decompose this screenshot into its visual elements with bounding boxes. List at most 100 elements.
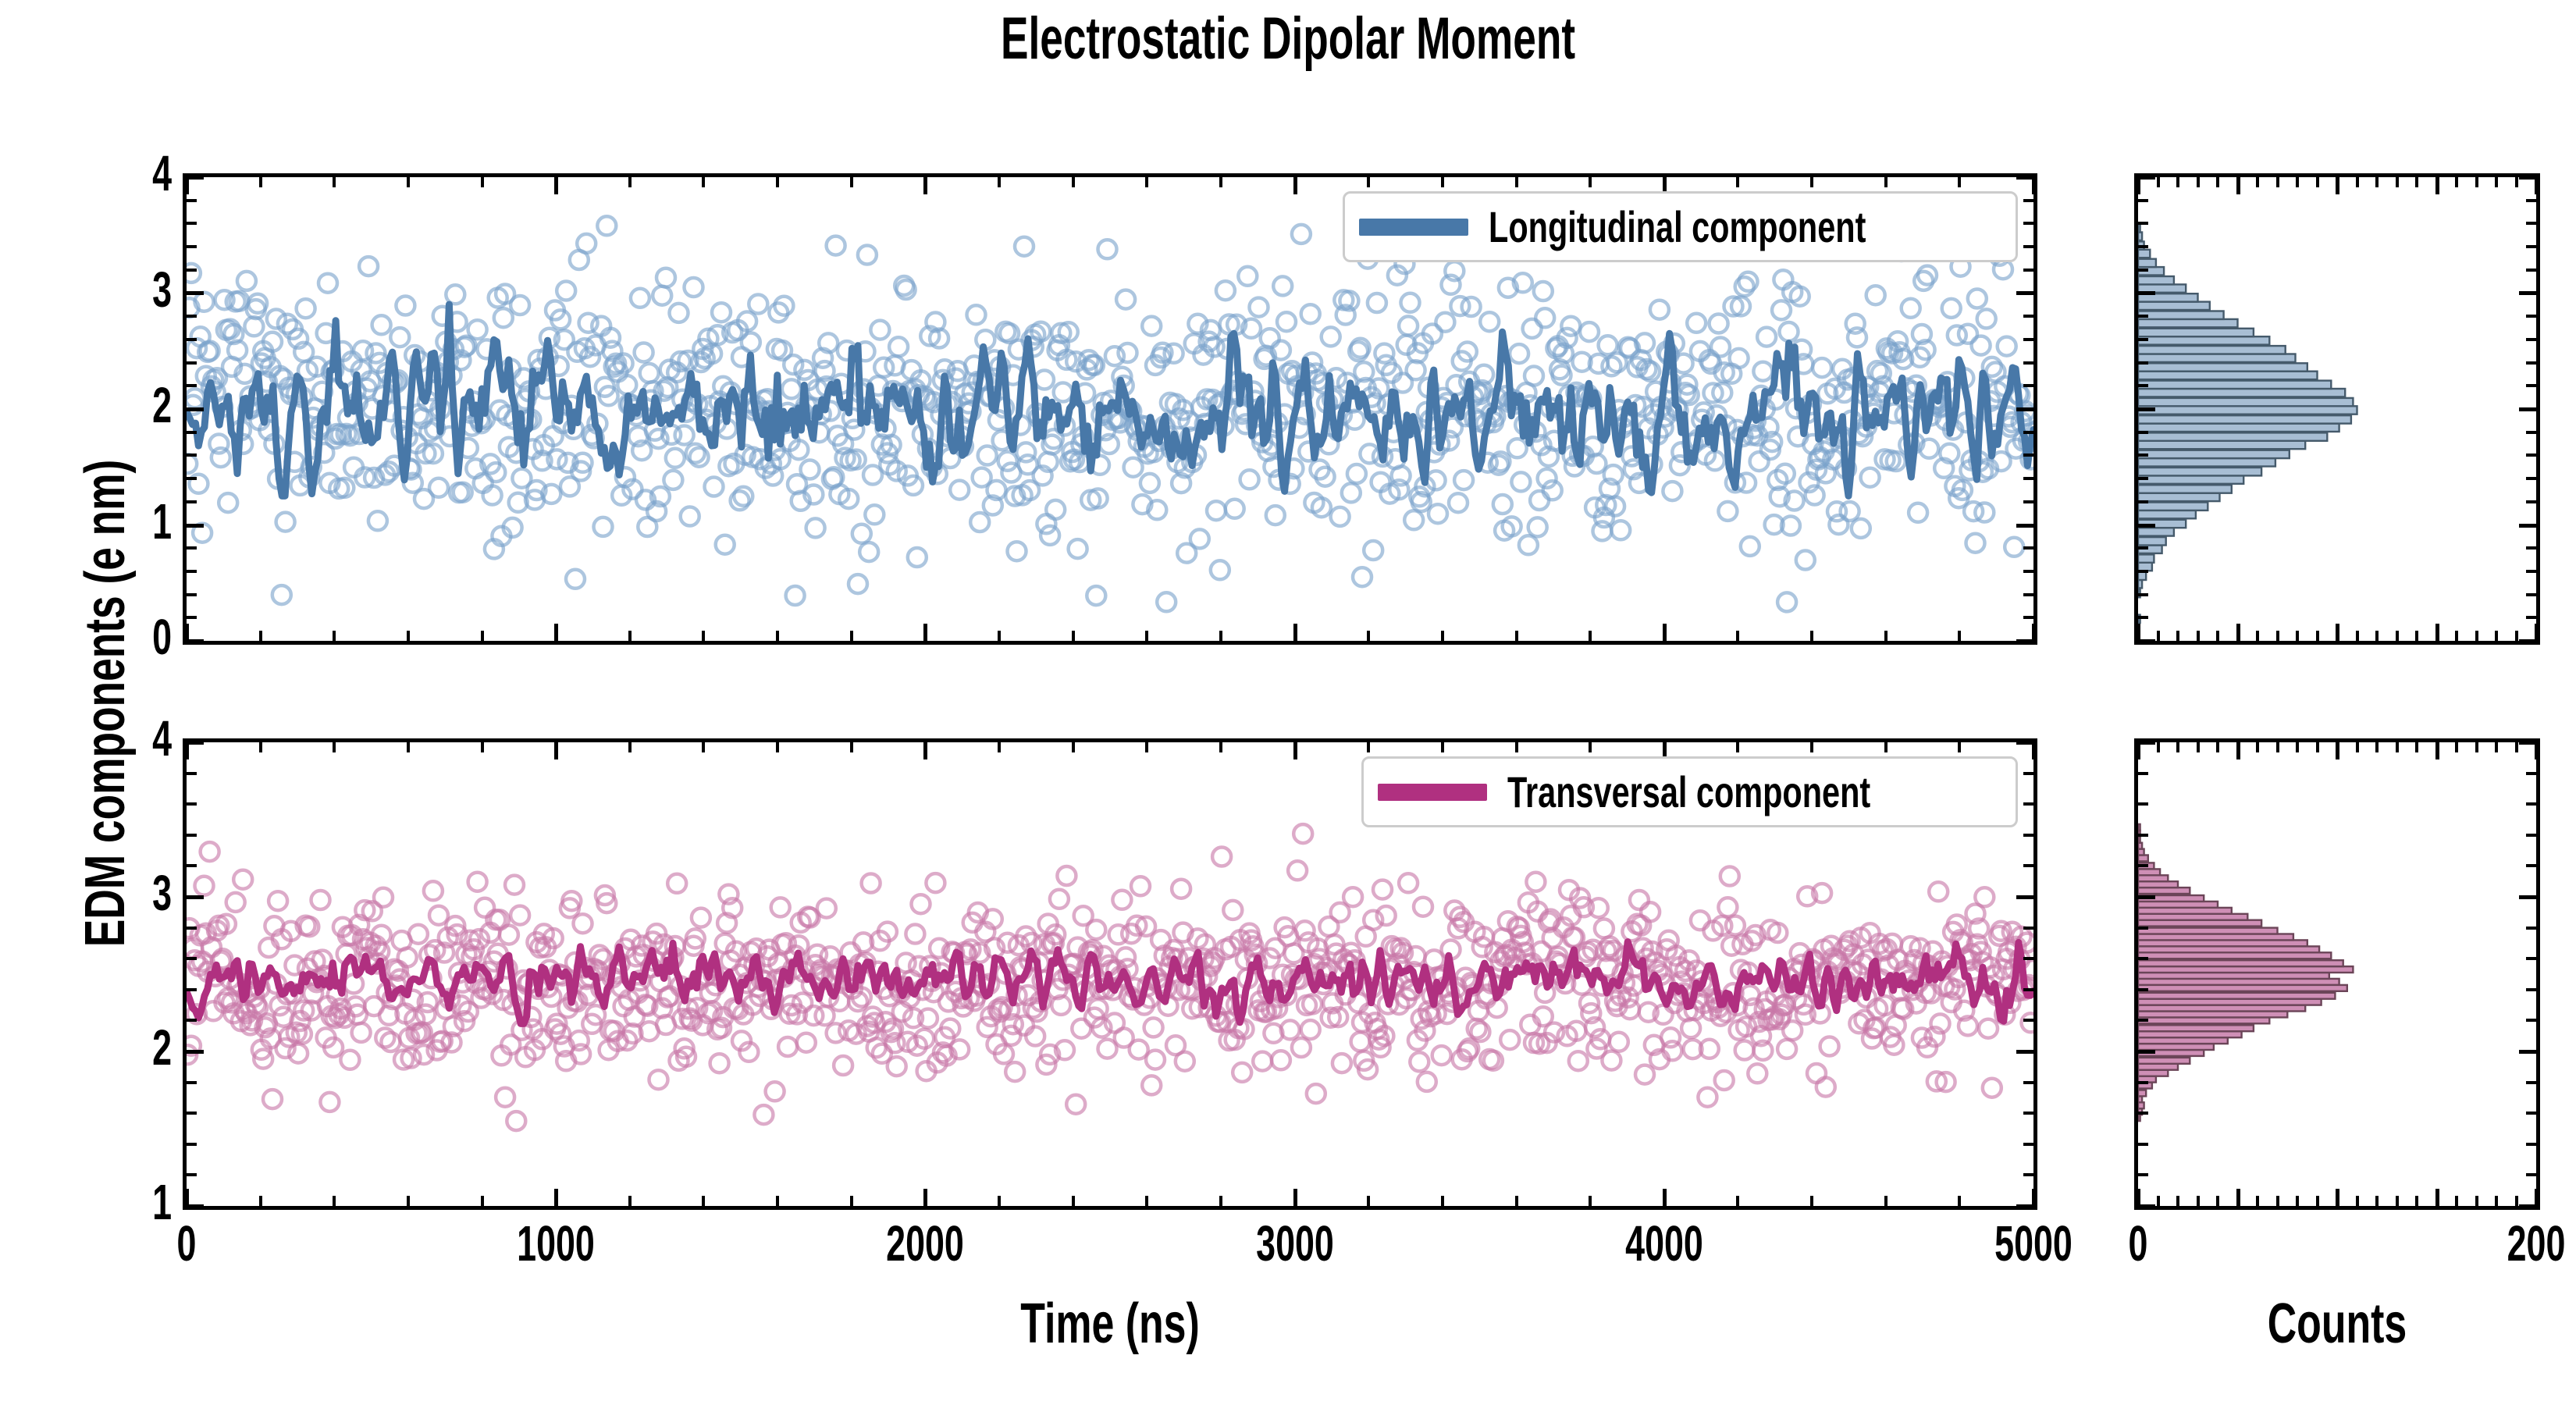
y-tick: [2526, 546, 2536, 550]
x-tick: [185, 1189, 189, 1206]
x-tick: [2296, 1196, 2299, 1206]
y-tick: [2138, 772, 2148, 775]
y-tick-label: 4: [152, 710, 172, 767]
y-tick: [2526, 957, 2536, 960]
y-tick: [2519, 639, 2536, 643]
x-tick: [554, 624, 558, 641]
y-tick: [2526, 616, 2536, 619]
y-tick: [187, 802, 197, 806]
x-tick: [776, 742, 779, 752]
x-tick: [1145, 1196, 1148, 1206]
y-tick: [2138, 1173, 2148, 1176]
y-tick: [187, 1112, 197, 1115]
x-tick: [2157, 742, 2160, 752]
x-tick: [1145, 742, 1148, 752]
y-tick: [2138, 1081, 2148, 1084]
y-axis-title: EDM components (e nm): [74, 459, 137, 948]
x-tick: [2216, 742, 2219, 752]
y-tick: [2519, 407, 2536, 411]
x-tick: [259, 631, 262, 641]
x-tick: [2137, 1189, 2140, 1206]
legend-swatch-longitudinal: [1358, 218, 1468, 236]
x-tick-label: 4000: [1624, 1215, 1703, 1272]
y-tick: [187, 361, 197, 365]
y-tick: [187, 741, 204, 745]
x-tick: [1663, 624, 1667, 641]
y-tick: [2023, 593, 2033, 596]
bottom-scatter-plot-area: [187, 742, 2033, 1206]
x-tick: [407, 742, 410, 752]
legend-longitudinal[interactable]: Longitudinal component: [1342, 191, 2018, 262]
y-tick-label: 3: [152, 865, 172, 921]
x-tick: [850, 1196, 853, 1206]
x-tick: [2336, 1189, 2339, 1206]
x-tick: [1810, 177, 1813, 187]
y-tick: [2023, 269, 2033, 272]
x-tick: [1884, 177, 1888, 187]
x-tick: [2415, 1196, 2418, 1206]
y-tick: [187, 927, 197, 930]
longitudinal-histogram-layer: [2138, 222, 2358, 624]
x-tick: [2316, 742, 2319, 752]
x-tick: [1367, 1196, 1370, 1206]
x-axis-title: Time (ns): [1020, 1293, 1200, 1355]
y-tick: [2023, 802, 2033, 806]
bottom-scatter-axes: Transversal component: [183, 738, 2037, 1210]
y-tick: [2023, 384, 2033, 387]
y-tick: [187, 1204, 204, 1208]
x-tick: [481, 1196, 484, 1206]
y-tick: [2526, 570, 2536, 573]
x-tick: [2256, 1196, 2259, 1206]
x-tick: [702, 742, 705, 752]
y-tick: [2526, 477, 2536, 480]
x-tick: [2495, 1196, 2498, 1206]
y-tick: [2023, 1143, 2033, 1146]
x-tick: [2316, 1196, 2319, 1206]
y-tick: [2138, 1143, 2148, 1146]
y-tick: [187, 1173, 197, 1176]
figure-title: Electrostatic Dipolar Moment: [1000, 5, 1576, 72]
y-tick: [2526, 834, 2536, 837]
x-tick: [2236, 1189, 2240, 1206]
y-tick: [187, 407, 204, 411]
x-tick: [2435, 624, 2439, 641]
x-tick: [481, 742, 484, 752]
x-tick: [1145, 631, 1148, 641]
x-tick: [998, 742, 1001, 752]
x-tick: [2032, 624, 2036, 641]
y-tick: [187, 1143, 197, 1146]
y-tick: [2138, 639, 2155, 643]
x-tick: [923, 624, 927, 641]
x-tick: [2515, 177, 2518, 187]
x-tick: [1072, 742, 1075, 752]
x-tick: [259, 1196, 262, 1206]
x-tick: [2396, 631, 2399, 641]
y-tick: [2138, 802, 2148, 806]
x-tick: [1589, 177, 1592, 187]
y-tick-label: 3: [152, 261, 172, 318]
x-tick: [2176, 1196, 2179, 1206]
x-tick: [554, 1189, 558, 1206]
x-tick: [2515, 631, 2518, 641]
x-tick: [2176, 177, 2179, 187]
x-tick: [1884, 1196, 1888, 1206]
y-tick: [2526, 361, 2536, 365]
x-tick: [2336, 177, 2339, 194]
y-tick: [2023, 199, 2033, 202]
y-tick: [187, 834, 197, 837]
x-tick: [1441, 1196, 1444, 1206]
y-tick: [2023, 338, 2033, 341]
y-tick: [2023, 570, 2033, 573]
x-tick: [702, 631, 705, 641]
x-tick: [1958, 177, 1961, 187]
x-tick: [628, 742, 632, 752]
y-tick: [2519, 1050, 2536, 1054]
y-tick: [2526, 1173, 2536, 1176]
x-tick: [2435, 742, 2439, 759]
x-tick: [1958, 1196, 1961, 1206]
legend-transversal[interactable]: Transversal component: [1361, 756, 2018, 827]
x-tick-label: 0: [2128, 1215, 2148, 1272]
y-tick: [2526, 1143, 2536, 1146]
x-tick: [2356, 177, 2359, 187]
